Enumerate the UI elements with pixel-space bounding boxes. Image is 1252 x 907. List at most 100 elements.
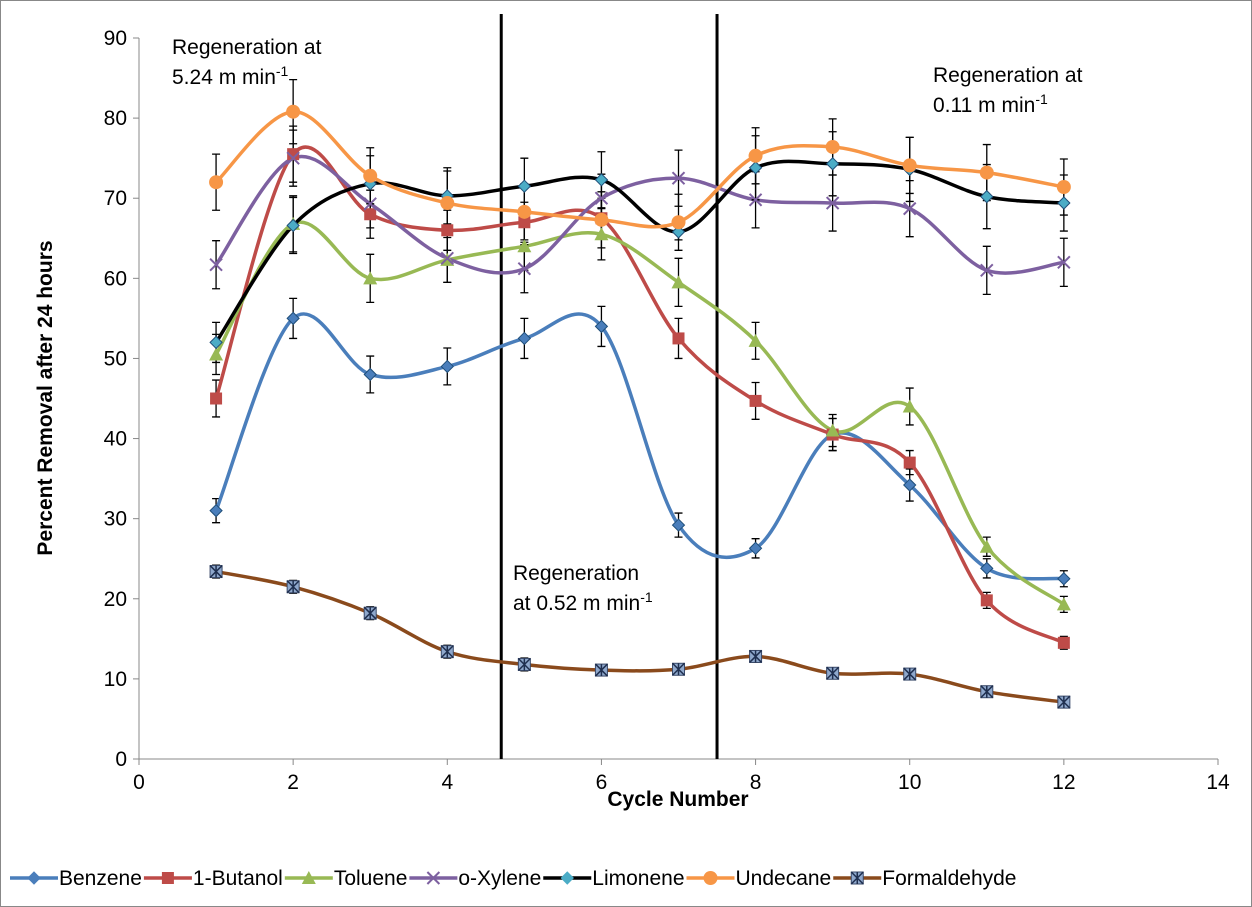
data-point bbox=[749, 394, 762, 407]
annotation-text: Regeneration at bbox=[172, 36, 322, 59]
data-point bbox=[903, 456, 916, 469]
data-point bbox=[671, 215, 686, 230]
data-point bbox=[209, 335, 223, 350]
legend-item: 1-Butanol bbox=[143, 867, 283, 890]
legend-label: Formaldehyde bbox=[882, 867, 1016, 890]
data-point bbox=[671, 225, 686, 239]
data-point bbox=[594, 191, 609, 205]
data-point bbox=[363, 367, 377, 382]
annotation-text: 5.24 m min bbox=[172, 66, 276, 89]
legend-label: Undecane bbox=[736, 867, 832, 890]
data-point bbox=[671, 662, 686, 676]
x-tick-label: 6 bbox=[596, 771, 608, 794]
data-point bbox=[210, 392, 223, 405]
data-point bbox=[363, 606, 377, 620]
legend-marker bbox=[301, 871, 316, 884]
data-point bbox=[1057, 636, 1070, 649]
y-tick-label: 90 bbox=[104, 27, 127, 50]
data-point bbox=[825, 157, 840, 171]
legend-label: o-Xylene bbox=[458, 867, 541, 890]
legend-marker bbox=[161, 872, 174, 884]
x-tick-label: 8 bbox=[750, 771, 762, 794]
annotation: Regeneration bbox=[513, 562, 639, 585]
data-point bbox=[826, 666, 840, 680]
data-point bbox=[902, 399, 917, 413]
data-point bbox=[825, 196, 840, 210]
y-tick-label: 50 bbox=[104, 347, 127, 370]
data-point bbox=[209, 503, 223, 518]
data-point bbox=[672, 332, 685, 345]
data-point bbox=[209, 565, 223, 579]
annotation-superscript: -1 bbox=[1035, 91, 1048, 107]
data-point bbox=[517, 262, 532, 276]
data-point bbox=[209, 347, 224, 361]
annotation-text: 0.11 m min bbox=[933, 94, 1035, 117]
data-point bbox=[286, 104, 301, 119]
data-point bbox=[441, 224, 454, 237]
data-point bbox=[902, 158, 917, 173]
legend-marker bbox=[426, 871, 441, 885]
y-tick-label: 20 bbox=[104, 588, 127, 611]
legend-label: 1-Butanol bbox=[193, 867, 283, 890]
data-point bbox=[980, 685, 994, 699]
data-point bbox=[671, 275, 686, 289]
data-point bbox=[748, 541, 763, 556]
data-point bbox=[594, 319, 609, 334]
y-tick-label: 80 bbox=[104, 107, 127, 130]
data-point bbox=[748, 161, 763, 175]
legend-marker bbox=[27, 871, 41, 885]
data-point bbox=[517, 179, 532, 193]
x-tick-label: 4 bbox=[441, 771, 453, 794]
data-point bbox=[287, 148, 300, 161]
data-point bbox=[594, 663, 608, 677]
data-point bbox=[1057, 255, 1071, 270]
annotation: Regeneration at bbox=[172, 36, 322, 59]
data-point bbox=[980, 263, 994, 278]
data-point bbox=[440, 196, 455, 211]
y-tick-label: 40 bbox=[104, 428, 127, 451]
data-point bbox=[594, 173, 609, 187]
data-point bbox=[1057, 695, 1071, 709]
data-point bbox=[363, 197, 377, 211]
data-point bbox=[594, 227, 609, 241]
y-tick-label: 30 bbox=[104, 508, 127, 531]
data-point bbox=[903, 478, 917, 492]
data-point bbox=[209, 258, 223, 272]
legend-item: Formaldehyde bbox=[833, 867, 1016, 890]
data-point bbox=[671, 518, 686, 532]
data-point bbox=[517, 239, 532, 253]
x-tick-label: 12 bbox=[1052, 771, 1075, 794]
legend-item: Undecane bbox=[686, 867, 832, 890]
data-point bbox=[363, 168, 378, 183]
series-line bbox=[214, 154, 1065, 275]
legend-label: Limonene bbox=[592, 867, 684, 890]
data-point bbox=[979, 165, 994, 180]
y-tick-label: 70 bbox=[104, 187, 127, 210]
legend-item: Benzene bbox=[10, 867, 142, 890]
data-point bbox=[440, 359, 454, 374]
data-point bbox=[1057, 196, 1071, 210]
data-point bbox=[825, 423, 840, 437]
data-point bbox=[980, 561, 994, 576]
legend-label: Benzene bbox=[59, 867, 142, 890]
annotation-text: Regeneration at bbox=[933, 64, 1083, 87]
data-point bbox=[1057, 572, 1071, 586]
data-point bbox=[286, 580, 300, 594]
x-tick-label: 0 bbox=[133, 771, 145, 794]
legend-marker bbox=[850, 871, 864, 885]
data-point bbox=[517, 657, 531, 671]
annotation-superscript: -1 bbox=[640, 589, 653, 605]
data-point bbox=[749, 649, 763, 663]
data-point bbox=[594, 212, 609, 227]
data-point bbox=[286, 218, 300, 233]
data-point bbox=[825, 139, 840, 154]
y-tick-label: 0 bbox=[115, 748, 127, 771]
data-point bbox=[980, 189, 994, 204]
data-point bbox=[671, 171, 686, 185]
x-tick-label: 2 bbox=[287, 771, 299, 794]
annotation-text: Regeneration bbox=[513, 562, 639, 585]
data-point bbox=[364, 208, 377, 221]
data-point bbox=[1056, 597, 1071, 611]
